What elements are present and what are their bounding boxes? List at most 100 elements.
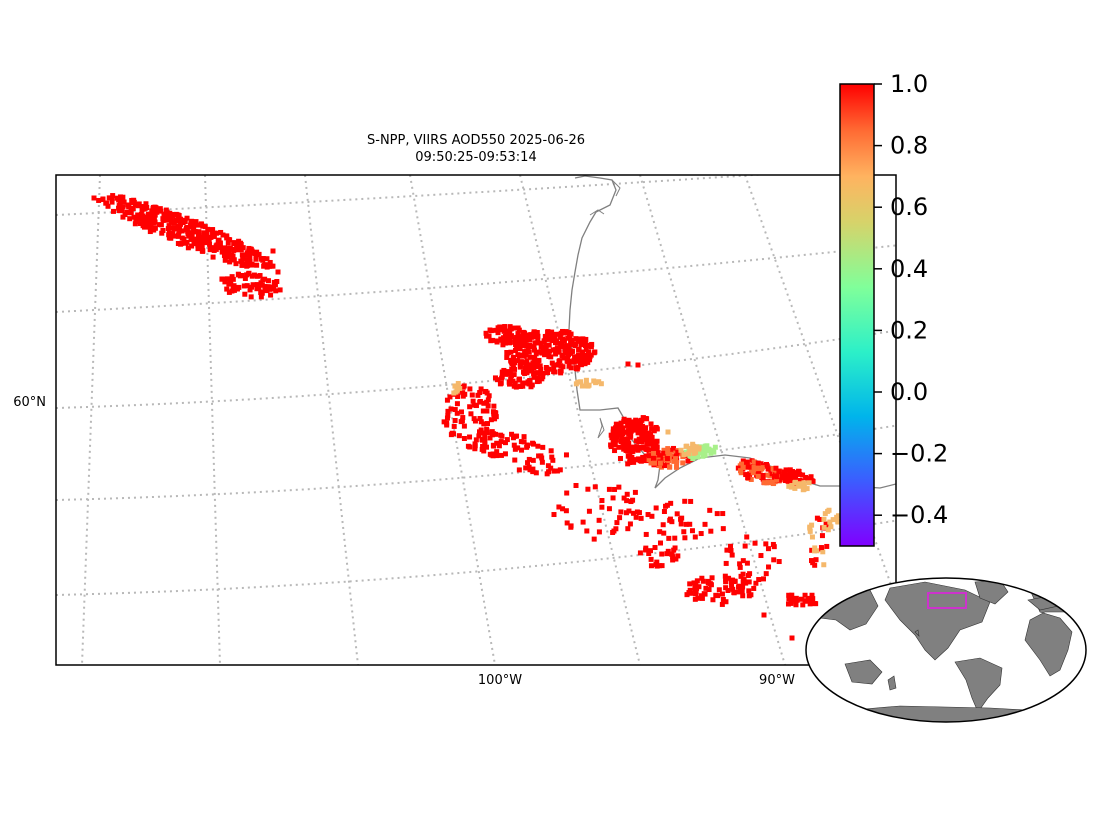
aod-point — [499, 374, 505, 380]
aod-point — [217, 245, 223, 251]
aod-point — [700, 453, 706, 459]
aod-point — [492, 409, 498, 415]
aod-point — [763, 571, 769, 577]
aod-point — [793, 595, 799, 601]
aod-point — [646, 453, 652, 459]
aod-point — [270, 248, 276, 254]
aod-point — [765, 546, 771, 552]
aod-point — [581, 357, 587, 363]
aod-point — [537, 363, 543, 369]
aod-point — [487, 435, 493, 441]
aod-point — [549, 454, 555, 460]
aod-point — [505, 369, 511, 375]
aod-point — [96, 197, 102, 203]
aod-point — [527, 354, 533, 360]
aod-point — [563, 508, 569, 514]
aod-point — [120, 204, 126, 210]
aod-point — [726, 575, 732, 581]
aod-point — [820, 549, 826, 555]
aod-point — [592, 484, 598, 490]
aod-point — [641, 444, 647, 450]
aod-point — [532, 347, 538, 353]
aod-point — [130, 199, 136, 205]
aod-point — [580, 336, 586, 342]
aod-point — [682, 498, 688, 504]
aod-point — [624, 491, 630, 497]
aod-point — [166, 232, 172, 238]
aod-point — [460, 393, 466, 399]
aod-point — [551, 512, 557, 518]
aod-point — [529, 334, 535, 340]
aod-point — [670, 557, 676, 563]
aod-point — [744, 534, 750, 540]
aod-point — [231, 247, 237, 253]
aod-point — [713, 592, 719, 598]
aod-point — [498, 439, 504, 445]
aod-point — [585, 359, 591, 365]
aod-point — [618, 420, 624, 426]
aod-point — [580, 519, 586, 525]
aod-point — [618, 509, 624, 515]
aod-point — [480, 408, 486, 414]
aod-point — [529, 382, 535, 388]
aod-point — [135, 216, 141, 222]
aod-point — [821, 562, 827, 568]
aod-point — [253, 256, 259, 262]
aod-point — [262, 276, 268, 282]
aod-point — [488, 328, 494, 334]
aod-point — [599, 498, 605, 504]
aod-point — [806, 480, 812, 486]
aod-point — [230, 276, 236, 282]
aod-point — [264, 256, 270, 262]
aod-point — [504, 437, 510, 443]
aod-point — [643, 415, 649, 421]
aod-point — [266, 284, 272, 290]
aod-point — [635, 456, 641, 462]
aod-point — [674, 460, 680, 466]
aod-point — [172, 225, 178, 231]
aod-point — [135, 203, 141, 209]
aod-point — [674, 464, 680, 470]
aod-point — [665, 449, 671, 455]
aod-point — [627, 429, 633, 435]
aod-point — [240, 245, 246, 251]
aod-point — [661, 447, 667, 453]
aod-point — [484, 333, 490, 339]
aod-point — [524, 358, 530, 364]
colorbar-tick-label: 0.2 — [890, 316, 928, 344]
aod-point — [812, 545, 818, 551]
aod-point — [643, 547, 649, 553]
aod-point — [784, 477, 790, 483]
aod-point — [171, 220, 177, 226]
aod-point — [613, 437, 619, 443]
aod-point — [811, 548, 817, 554]
inset-globe — [805, 577, 1087, 723]
aod-point — [716, 587, 722, 593]
aod-point — [156, 222, 162, 228]
aod-point — [627, 521, 633, 527]
aod-point — [770, 465, 776, 471]
aod-point — [747, 471, 753, 477]
aod-point — [485, 421, 491, 427]
aod-point — [553, 362, 559, 368]
aod-point — [265, 278, 271, 284]
aod-point — [554, 468, 560, 474]
aod-point — [610, 431, 616, 437]
aod-point — [813, 557, 819, 563]
aod-point — [536, 349, 542, 355]
aod-point — [495, 325, 501, 331]
aod-point — [537, 371, 543, 377]
map-panel — [55, 174, 897, 666]
aod-point — [549, 360, 555, 366]
aod-point — [114, 195, 120, 201]
aod-point — [495, 377, 501, 383]
aod-point — [531, 441, 537, 447]
aod-point — [551, 365, 557, 371]
aod-point — [708, 528, 714, 534]
latitude-gridlines — [56, 175, 896, 596]
aod-point — [457, 385, 463, 391]
aod-point — [724, 547, 730, 553]
aod-point — [830, 517, 836, 523]
aod-point — [719, 601, 725, 607]
